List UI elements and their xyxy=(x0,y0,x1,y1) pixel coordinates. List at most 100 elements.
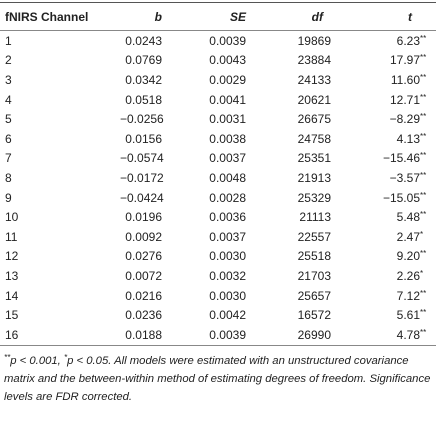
column-header: b xyxy=(154,9,162,24)
t-value: 2.26 xyxy=(396,268,420,283)
table-row: 6 0.0156 0.0038 24758 4.13** xyxy=(0,129,436,149)
table-row: 15 0.0236 0.0042 16572 5.61** xyxy=(0,305,436,325)
df-cell: 21113 xyxy=(299,210,331,225)
b-cell: 0.0342 xyxy=(125,72,162,87)
se-cell: 0.0048 xyxy=(209,170,246,185)
channel-cell: 11 xyxy=(5,229,18,244)
table-row: 14 0.0216 0.0030 25657 7.12** xyxy=(0,286,436,306)
t-cell: 4.78** xyxy=(396,327,427,342)
se-cell: 0.0036 xyxy=(209,210,246,225)
channel-cell: 3 xyxy=(5,72,12,87)
channel-cell: 6 xyxy=(5,131,12,146)
header-row: fNIRS Channel b SE df t xyxy=(0,2,436,31)
table-row: 7 −0.0574 0.0037 25351 −15.46** xyxy=(0,149,436,169)
se-cell: 0.0039 xyxy=(209,33,246,48)
footnote-text: p < 0.001, xyxy=(10,355,64,367)
t-value: −3.57 xyxy=(389,170,420,185)
t-value: 17.97 xyxy=(389,53,420,68)
t-value: 9.20 xyxy=(396,249,420,264)
se-cell: 0.0037 xyxy=(209,151,246,166)
table-row: 3 0.0342 0.0029 24133 11.60** xyxy=(0,70,436,90)
t-cell: 17.97** xyxy=(389,53,427,68)
t-value: −15.46 xyxy=(382,151,420,166)
t-value: 4.13 xyxy=(396,131,420,146)
se-cell: 0.0028 xyxy=(209,190,246,205)
t-cell: 7.12** xyxy=(396,288,427,303)
df-cell: 25329 xyxy=(297,190,331,205)
se-cell: 0.0032 xyxy=(209,268,246,283)
b-cell: 0.0243 xyxy=(125,33,162,48)
df-cell: 25657 xyxy=(297,288,331,303)
se-cell: 0.0031 xyxy=(209,112,246,127)
df-cell: 25518 xyxy=(297,249,331,264)
t-value: 4.78 xyxy=(396,327,420,342)
se-cell: 0.0029 xyxy=(209,72,246,87)
table-row: 10 0.0196 0.0036 21113 5.48** xyxy=(0,207,436,227)
t-value: 5.48 xyxy=(396,210,420,225)
b-cell: 0.0769 xyxy=(125,53,162,68)
se-cell: 0.0030 xyxy=(209,288,246,303)
df-cell: 20621 xyxy=(297,92,331,107)
t-value: −8.29 xyxy=(389,112,420,127)
t-value: −15.05 xyxy=(382,190,420,205)
table-row: 9 −0.0424 0.0028 25329 −15.05** xyxy=(0,188,436,208)
table-row: 11 0.0092 0.0037 22557 2.47* xyxy=(0,227,436,247)
channel-cell: 7 xyxy=(5,151,12,166)
se-cell: 0.0039 xyxy=(209,327,246,342)
df-cell: 16572 xyxy=(297,308,331,323)
column-header: SE xyxy=(229,9,246,24)
table-row: 16 0.0188 0.0039 26990 4.78** xyxy=(0,325,436,345)
t-value: 6.23 xyxy=(396,33,420,48)
channel-cell: 12 xyxy=(5,249,19,264)
significance-mark: ** xyxy=(4,353,11,362)
table-row: 13 0.0072 0.0032 21703 2.26* xyxy=(0,266,436,286)
b-cell: 0.0072 xyxy=(125,268,162,283)
df-cell: 21913 xyxy=(297,170,331,185)
df-cell: 24758 xyxy=(297,131,331,146)
t-cell: −8.29** xyxy=(389,112,427,127)
results-table: fNIRS Channel b SE df t 1 0.0243 0.0039 198… xyxy=(0,2,436,346)
t-value: 11.60 xyxy=(390,72,420,87)
channel-cell: 2 xyxy=(5,53,12,68)
b-cell: −0.0574 xyxy=(120,151,164,166)
t-cell: −15.05** xyxy=(382,190,427,205)
table-row: 1 0.0243 0.0039 19869 6.23** xyxy=(0,31,436,51)
t-value: 12.71 xyxy=(389,92,420,107)
channel-cell: 16 xyxy=(5,327,19,342)
channel-cell: 13 xyxy=(5,268,19,283)
b-cell: 0.0196 xyxy=(125,210,162,225)
t-cell: −15.46** xyxy=(382,151,427,166)
t-value: 2.47 xyxy=(396,229,420,244)
b-cell: −0.0424 xyxy=(120,190,164,205)
table-row: 5 −0.0256 0.0031 26675 −8.29** xyxy=(0,109,436,129)
column-header: t xyxy=(408,9,412,24)
df-cell: 25351 xyxy=(297,151,331,166)
t-cell: 5.48** xyxy=(396,210,427,225)
column-header: fNIRS Channel xyxy=(5,9,89,24)
b-cell: 0.0276 xyxy=(125,249,162,264)
df-cell: 26990 xyxy=(297,327,331,342)
b-cell: 0.0188 xyxy=(125,327,162,342)
df-cell: 26675 xyxy=(297,112,331,127)
se-cell: 0.0038 xyxy=(209,131,246,146)
footnote: **p < 0.001, *p < 0.05. All models were … xyxy=(4,352,432,406)
channel-cell: 5 xyxy=(5,112,12,127)
t-cell: 2.26* xyxy=(396,268,424,283)
channel-cell: 9 xyxy=(5,190,12,205)
se-cell: 0.0037 xyxy=(209,229,246,244)
df-cell: 22557 xyxy=(297,229,331,244)
t-cell: −3.57** xyxy=(389,170,427,185)
t-cell: 6.23** xyxy=(396,33,427,48)
t-cell: 11.60** xyxy=(390,72,427,87)
t-value: 5.61 xyxy=(396,308,420,323)
channel-cell: 4 xyxy=(5,92,12,107)
channel-cell: 1 xyxy=(5,33,12,48)
footnote-text: p < 0.05. All models were estimated with… xyxy=(4,355,431,403)
b-cell: 0.0236 xyxy=(125,308,162,323)
table-body: 1 0.0243 0.0039 19869 6.23** 2 0.0769 0.0043 238… xyxy=(0,31,436,345)
se-cell: 0.0030 xyxy=(209,249,246,264)
b-cell: 0.0216 xyxy=(125,288,162,303)
df-cell: 23884 xyxy=(297,53,331,68)
channel-cell: 15 xyxy=(5,308,19,323)
t-cell: 5.61** xyxy=(396,308,427,323)
